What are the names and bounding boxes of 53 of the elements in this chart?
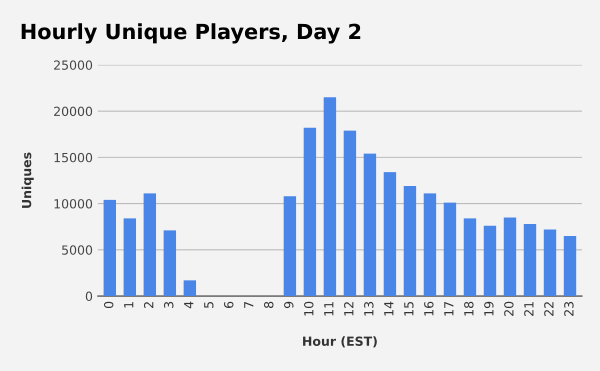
chart-title: Hourly Unique Players, Day 2 <box>22 23 360 44</box>
bar <box>524 224 536 296</box>
x-tick-label: 6 <box>224 302 234 308</box>
x-tick-label: 9 <box>284 302 294 308</box>
bar <box>324 97 336 296</box>
bar <box>444 202 456 296</box>
x-tick-label: 15 <box>404 302 414 316</box>
x-tick-label: 22 <box>544 302 554 316</box>
bar <box>184 280 196 296</box>
x-tick-label: 14 <box>384 302 394 316</box>
x-tick-label: 2 <box>144 302 154 308</box>
bar <box>364 154 376 296</box>
bar <box>164 230 176 296</box>
x-tick-label: 13 <box>364 302 374 316</box>
bar <box>344 130 356 296</box>
y-tick-label: 0 <box>86 292 92 301</box>
x-tick-label: 19 <box>484 302 494 316</box>
x-tick-label: 12 <box>344 302 354 316</box>
x-tick-label: 0 <box>104 302 114 308</box>
bar <box>104 200 116 296</box>
x-tick-label: 11 <box>324 302 334 316</box>
bar <box>404 186 416 296</box>
y-axis-title: Uniques <box>22 152 34 208</box>
x-tick-label: 21 <box>524 302 534 316</box>
x-axis-title: Hour (EST) <box>303 336 377 348</box>
x-tick-label: 5 <box>204 302 214 308</box>
x-tick-label: 8 <box>264 302 274 308</box>
y-tick-label: 5000 <box>62 245 92 255</box>
x-tick-label: 23 <box>564 302 574 316</box>
x-tick-label: 3 <box>164 302 174 308</box>
x-tick-label: 7 <box>244 302 254 308</box>
bar <box>484 226 496 296</box>
bar <box>384 172 396 296</box>
x-tick-label: 4 <box>184 302 194 308</box>
x-tick-label: 17 <box>444 302 454 316</box>
bar <box>464 218 476 296</box>
bar <box>564 236 576 296</box>
x-tick-label: 1 <box>124 302 134 308</box>
bar <box>544 229 556 296</box>
y-tick-label: 15000 <box>54 152 92 162</box>
y-tick-label: 10000 <box>54 199 92 209</box>
x-tick-label: 16 <box>424 302 434 316</box>
bar <box>424 193 436 296</box>
bar <box>124 218 136 296</box>
x-tick-label: 10 <box>304 302 314 316</box>
bar <box>504 217 516 296</box>
bar <box>304 128 316 296</box>
bar <box>284 196 296 296</box>
y-tick-label: 25000 <box>54 60 92 70</box>
x-tick-label: 18 <box>464 302 474 316</box>
bar <box>144 193 156 296</box>
x-tick-label: 20 <box>504 302 514 316</box>
y-tick-label: 20000 <box>54 106 92 116</box>
